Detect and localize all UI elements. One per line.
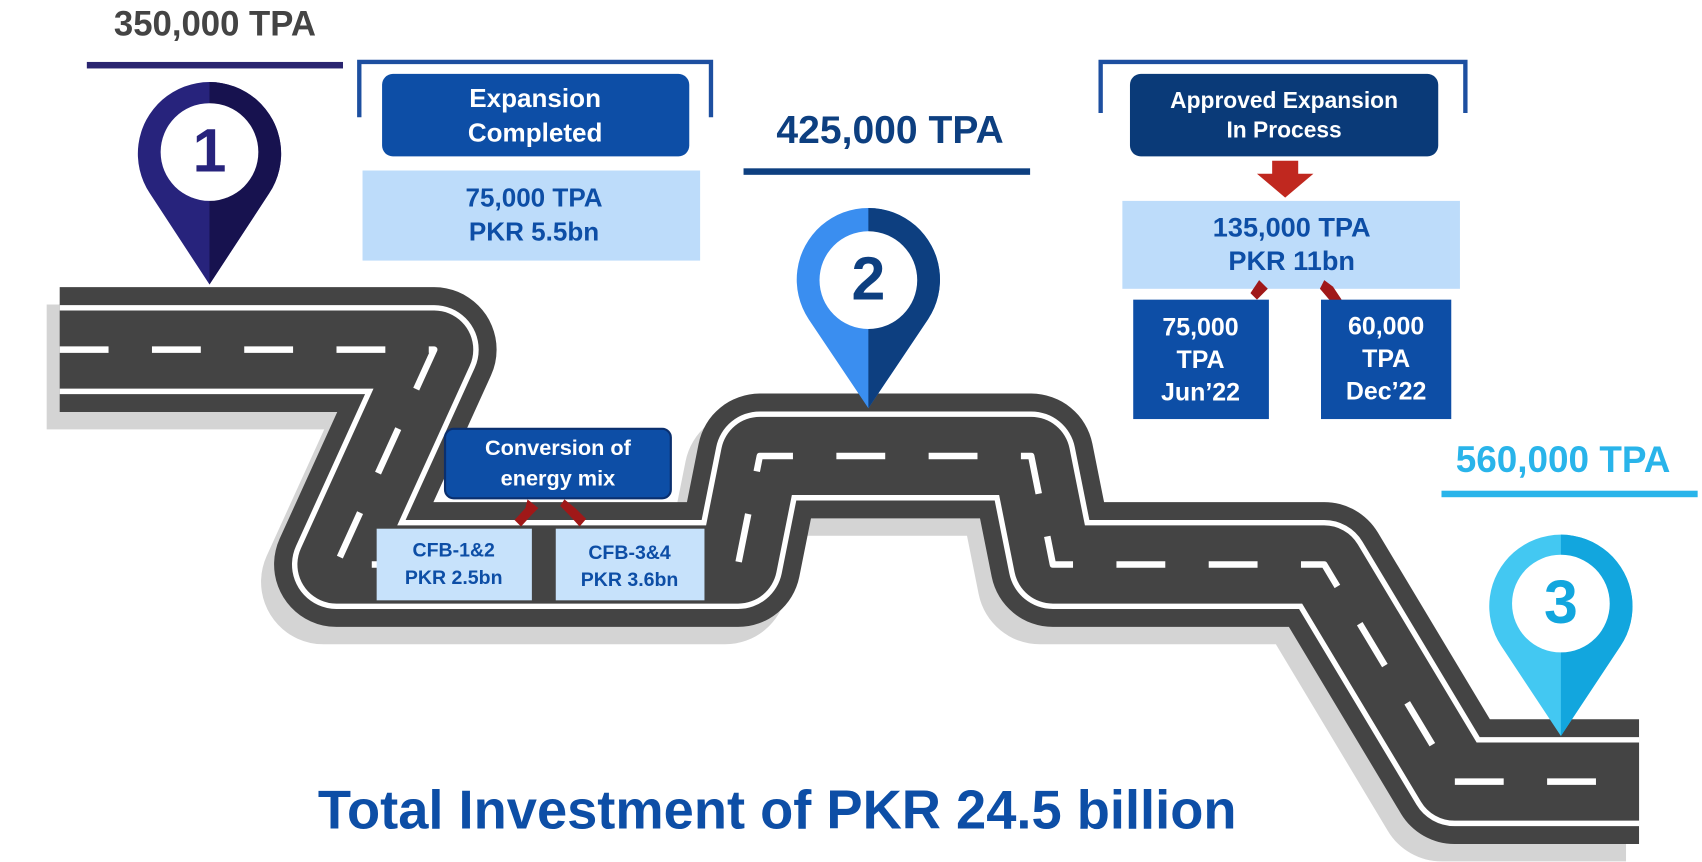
pin-number: 2: [851, 244, 885, 312]
label-box: [443, 427, 672, 500]
detail-box: [555, 528, 705, 601]
detail-text: PKR 11bn: [1228, 245, 1355, 276]
stage-capacity: 560,000 TPA: [1456, 439, 1671, 480]
phase-text: 60,000: [1348, 312, 1424, 340]
detail-box: [376, 528, 532, 601]
pin-circle: [160, 103, 259, 201]
pin: 3: [1489, 534, 1633, 737]
underline: [86, 61, 344, 69]
label-text: In Process: [1226, 116, 1341, 142]
detail-text: PKR 2.5bn: [405, 567, 503, 589]
bracket: [1098, 59, 1468, 113]
arrow: [1319, 280, 1342, 305]
pin-circle: [1512, 554, 1610, 653]
label-box: [382, 73, 690, 157]
detail-text: PKR 3.6bn: [581, 569, 679, 591]
label-text: Conversion of: [485, 435, 632, 460]
label-text: energy mix: [501, 466, 616, 491]
label-text: Completed: [468, 118, 603, 148]
detail-text: CFB-3&4: [588, 542, 671, 564]
detail-text: CFB-1&2: [413, 540, 496, 562]
pin-number: 1: [193, 116, 227, 184]
arrow: [1256, 160, 1314, 198]
detail-box: [362, 170, 701, 261]
detail-text: 75,000 TPA: [466, 183, 603, 213]
detail-text: PKR 5.5bn: [469, 216, 599, 246]
label-box: [1129, 73, 1439, 157]
detail-box: [1122, 200, 1460, 289]
footer-title: Total Investment of PKR 24.5 billion: [318, 780, 1237, 841]
detail-text: 135,000 TPA: [1213, 211, 1371, 242]
bracket: [357, 59, 714, 118]
pin-circle: [819, 231, 918, 329]
label-text: Approved Expansion: [1170, 87, 1398, 113]
arrow: [514, 499, 539, 527]
phase-text: 75,000: [1162, 314, 1238, 342]
underline: [743, 168, 1031, 175]
phase-text: TPA: [1362, 345, 1410, 373]
phase-box: [1133, 299, 1269, 420]
phase-text: TPA: [1176, 346, 1224, 374]
stage-capacity: 350,000 TPA: [114, 5, 316, 43]
underline: [1441, 490, 1698, 498]
pin: 1: [137, 82, 282, 285]
arrow: [560, 499, 587, 527]
phase-text: Jun’22: [1161, 379, 1240, 407]
pin-number: 3: [1544, 568, 1578, 636]
road: [46, 287, 1640, 862]
stage-capacity: 425,000 TPA: [776, 109, 1003, 152]
phase-box: [1321, 299, 1452, 420]
pin: 2: [796, 207, 941, 409]
road-center-line: [59, 346, 1640, 785]
label-text: Expansion: [469, 83, 601, 113]
arrow: [1250, 280, 1268, 300]
phase-text: Dec’22: [1346, 378, 1426, 406]
